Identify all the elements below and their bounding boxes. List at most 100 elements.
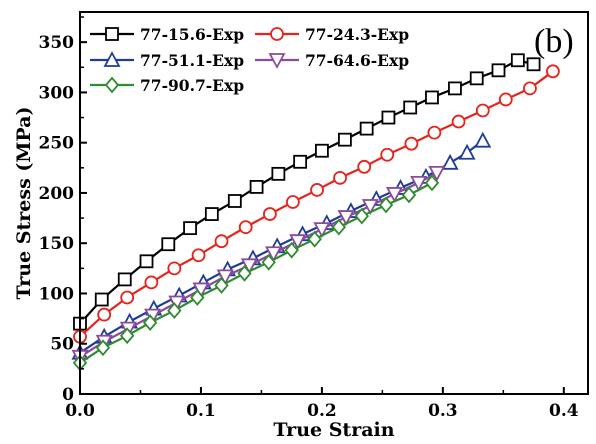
data-point [510,53,525,68]
data-point [262,207,277,221]
data-point [491,63,506,78]
legend: 77-15.6-Exp 77-24.3-Exp 77-51.1-Exp 77-64.6… [90,25,409,95]
series-layer [71,53,560,372]
legend-label: 77-51.1-Exp [140,51,244,70]
legend-marker [103,51,121,67]
data-point [354,207,370,225]
data-point [238,220,253,235]
data-point [441,153,459,170]
legend-marker [268,53,286,69]
data-point [227,194,242,208]
legend-label: 77-24.3-Exp [305,25,409,44]
data-point [313,222,331,239]
x-tick-label: 0.1 [186,401,216,421]
data-point [161,237,176,252]
y-tick-label: 350 [39,33,75,53]
data-point [475,103,490,118]
data-point [120,290,135,305]
data-point [271,166,286,181]
data-point [265,246,283,263]
data-point [315,143,329,158]
data-point [385,187,403,203]
data-point [142,314,158,332]
data-point [183,221,197,236]
legend-label: 77-15.6-Exp [140,25,244,44]
data-point [359,121,374,136]
data-point [284,241,299,259]
y-tick-label: 100 [39,284,75,304]
data-point [451,114,466,129]
data-point [310,183,324,197]
data-point [95,339,111,357]
x-axis-title: True Strain [273,419,394,441]
legend-entry: 77-24.3-Exp [255,25,409,44]
x-tick-label: 0.4 [549,401,579,421]
data-point [139,254,154,269]
data-point [498,92,513,107]
data-point [204,207,219,221]
data-point [307,230,322,248]
data-point [293,154,308,169]
data-point [448,81,462,96]
data-point [94,292,109,307]
data-point [190,289,205,306]
x-tick-label: 0.3 [428,401,458,421]
data-point [427,125,442,140]
data-point [428,165,446,182]
data-point [167,302,182,319]
x-tick-label: 0.0 [65,401,95,421]
data-point [401,186,417,204]
legend-entry: 77-51.1-Exp [90,51,244,70]
data-point [523,81,537,96]
data-point [261,253,276,271]
legend-label: 77-64.6-Exp [305,51,409,70]
data-point [404,136,419,151]
panel-label: (b) [534,23,574,60]
y-tick-label: 50 [50,335,74,355]
data-point [117,272,132,287]
data-point [380,147,395,162]
data-point [337,132,352,147]
data-point [191,248,206,263]
legend-entry: 77-90.7-Exp [90,76,244,95]
data-point [361,199,379,215]
data-point [403,100,418,115]
legend-entry: 77-64.6-Exp [255,51,409,70]
y-tick-label: 0 [62,385,74,405]
series-line [79,171,438,358]
legend-entry: 77-15.6-Exp [90,25,244,44]
data-point [168,295,186,312]
data-point [424,174,440,192]
data-point [119,327,135,345]
series-line [79,181,433,364]
data-point [214,234,229,249]
y-tick-label: 200 [39,184,75,204]
data-point [410,175,428,192]
legend-label: 77-90.7-Exp [140,76,244,95]
y-tick-label: 250 [39,134,75,154]
series-77-15.6-Exp [73,53,541,331]
data-point [289,234,307,251]
legend-marker [105,27,119,41]
x-tick-label: 0.2 [307,401,337,421]
data-point [249,180,264,194]
legend-marker [270,27,284,41]
data-point [526,57,541,72]
data-point [216,269,234,286]
data-point [214,277,229,294]
data-point [167,261,182,276]
data-point [333,170,347,185]
data-point [144,275,159,290]
data-point [425,90,439,105]
data-point [469,71,484,86]
series-77-24.3-Exp [73,64,560,344]
data-point [378,196,394,214]
data-point [381,110,396,125]
data-point [285,195,300,209]
y-tick-label: 150 [39,234,75,254]
y-tick-label: 300 [39,83,75,103]
legend-marker [104,76,120,94]
data-point [458,143,476,160]
series-77-90.7-Exp [72,174,440,372]
plot-frame [79,11,589,395]
